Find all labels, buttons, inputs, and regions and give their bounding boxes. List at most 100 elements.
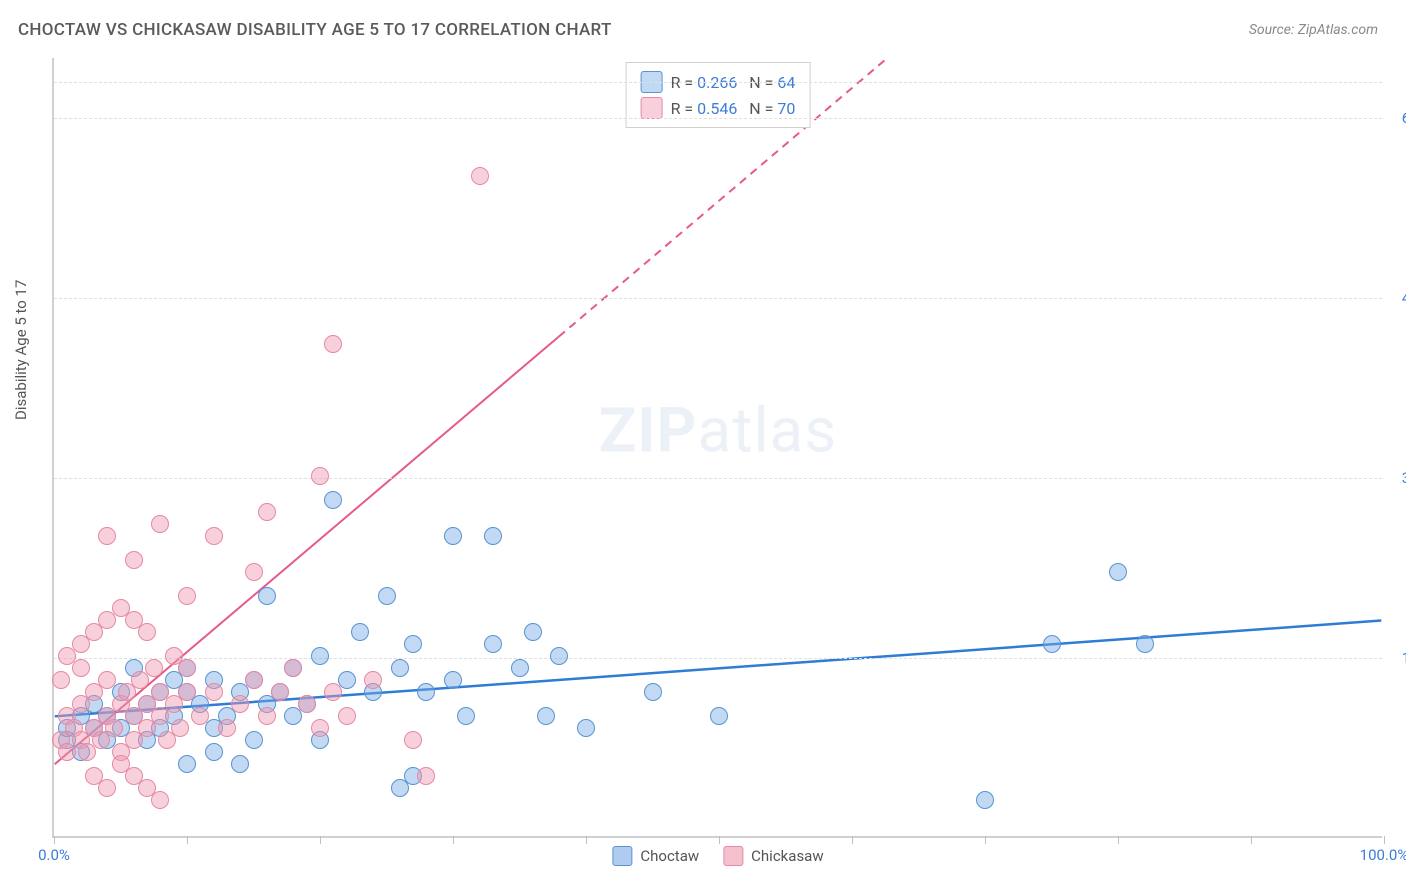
y-tick-label: 45.0% [1402,289,1406,307]
data-point [178,683,196,701]
data-point [191,707,209,725]
data-point [218,719,236,737]
data-point [151,791,169,809]
data-point [178,659,196,677]
data-point [537,707,555,725]
x-tick [985,836,986,844]
x-tick [187,836,188,844]
data-point [457,707,475,725]
data-point [404,635,422,653]
data-point [178,587,196,605]
data-point [205,527,223,545]
data-point [550,647,568,665]
data-point [417,767,435,785]
gridline [54,658,1382,659]
data-point [258,587,276,605]
data-point [98,527,116,545]
data-point [258,707,276,725]
data-point [151,515,169,533]
legend-stat: R = 0.546 N = 70 [671,99,796,118]
data-point [484,635,502,653]
data-point [125,551,143,569]
data-point [52,671,70,689]
data-point [311,719,329,737]
data-point [1109,563,1127,581]
legend-label: Chickasaw [751,847,823,865]
x-tick [1384,836,1385,844]
legend-swatch [641,97,663,119]
data-point [231,755,249,773]
data-point [105,719,123,737]
data-point [311,467,329,485]
legend-swatch [612,846,632,866]
data-point [351,623,369,641]
data-point [391,659,409,677]
data-point [444,671,462,689]
x-tick [719,836,720,844]
gridline [54,82,1382,83]
watermark-bold: ZIP [599,395,698,468]
data-point [324,491,342,509]
data-point [404,731,422,749]
x-tick [852,836,853,844]
data-point [417,683,435,701]
gridline [54,298,1382,299]
data-point [1136,635,1154,653]
x-tick [586,836,587,844]
data-point [364,671,382,689]
data-point [245,563,263,581]
data-point [298,695,316,713]
data-point [245,731,263,749]
data-point [1043,635,1061,653]
legend-swatch [723,846,743,866]
data-point [72,659,90,677]
data-point [311,647,329,665]
data-point [324,683,342,701]
x-tick [1251,836,1252,844]
data-point [138,623,156,641]
y-tick-label: 15.0% [1402,649,1406,667]
data-point [324,335,342,353]
data-point [511,659,529,677]
data-point [178,755,196,773]
data-point [284,659,302,677]
x-tick [1118,836,1119,844]
data-point [338,707,356,725]
watermark: ZIPatlas [599,395,838,468]
data-point [205,683,223,701]
legend-label: Choctaw [640,847,699,865]
x-tick-label: 0.0% [38,846,70,864]
data-point [145,659,163,677]
legend-item: Chickasaw [723,846,823,866]
gridline [54,478,1382,479]
chart-title: CHOCTAW VS CHICKASAW DISABILITY AGE 5 TO… [18,20,612,40]
data-point [271,683,289,701]
plot-area: ZIPatlas R = 0.266 N = 64R = 0.546 N = 7… [52,58,1382,838]
data-point [258,503,276,521]
gridline [54,118,1382,119]
source-attribution: Source: ZipAtlas.com [1249,22,1378,38]
series-legend: Choctaw Chickasaw [612,846,823,866]
legend-item: Choctaw [612,846,699,866]
data-point [205,743,223,761]
data-point [98,671,116,689]
data-point [98,779,116,797]
data-point [710,707,728,725]
y-tick-label: 60.0% [1402,109,1406,127]
x-tick-label: 100.0% [1360,846,1406,864]
data-point [577,719,595,737]
data-point [484,527,502,545]
x-tick [453,836,454,844]
data-point [378,587,396,605]
y-axis-label: Disability Age 5 to 17 [12,280,30,420]
watermark-rest: atlas [697,395,837,468]
data-point [471,167,489,185]
x-tick [54,836,55,844]
y-tick-label: 30.0% [1402,469,1406,487]
data-point [976,791,994,809]
data-point [444,527,462,545]
data-point [231,695,249,713]
data-point [171,719,189,737]
x-tick [320,836,321,844]
data-point [524,623,542,641]
